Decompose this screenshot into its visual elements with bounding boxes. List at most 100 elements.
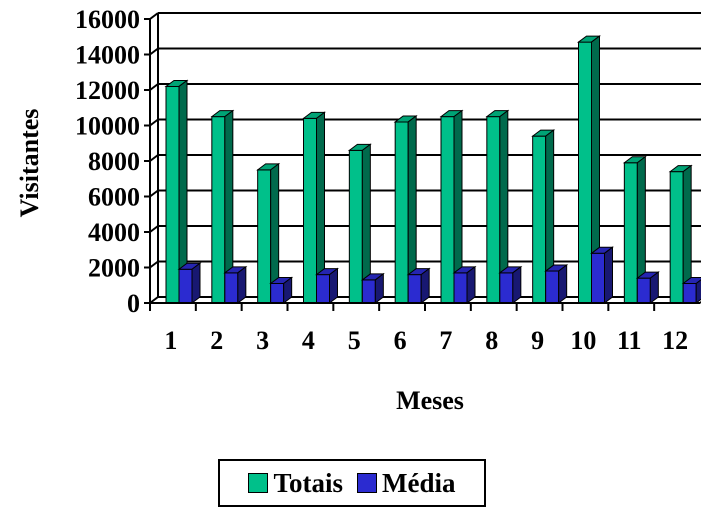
bar-front — [453, 272, 468, 304]
gridline-side — [149, 83, 159, 91]
y-tick-label: 0 — [127, 289, 140, 318]
x-tick-label: 5 — [348, 326, 361, 355]
y-tick-label: 6000 — [88, 183, 140, 212]
x-tick-label: 8 — [485, 326, 498, 355]
bar-side — [191, 262, 201, 304]
gridline-side — [149, 154, 159, 162]
x-tick-label: 4 — [302, 326, 315, 355]
bar-media — [177, 262, 202, 304]
y-tick-label: 2000 — [88, 254, 140, 283]
bar-media — [223, 265, 248, 304]
legend-label-media: Média — [382, 467, 456, 498]
y-tick-labels: 0 2000 4000 6000 8000 10000 12000 14000 16000 — [75, 5, 140, 318]
legend: Totais Média — [218, 459, 486, 507]
bar-front — [532, 135, 547, 304]
bar-front — [316, 274, 330, 304]
bar-front — [545, 270, 560, 304]
bar-side — [649, 271, 659, 304]
y-tick-label: 8000 — [88, 147, 140, 176]
bar-media — [315, 267, 339, 304]
bar-media — [360, 272, 385, 304]
x-tick-label: 11 — [617, 326, 642, 355]
bar-front — [394, 121, 409, 304]
x-tick-label: 3 — [256, 326, 269, 355]
bar-media — [635, 271, 660, 304]
bar-media — [406, 267, 431, 304]
bar-totais — [302, 111, 326, 304]
bar-side — [466, 265, 476, 304]
bar-top — [681, 276, 701, 284]
y-axis-title: Visitantes — [15, 109, 44, 218]
x-tick-label: 1 — [164, 326, 177, 355]
x-axis-title: Meses — [396, 386, 464, 415]
y-tick-label: 10000 — [75, 112, 140, 141]
bar-front — [682, 282, 697, 304]
bar-front — [361, 279, 376, 304]
bar-side — [512, 265, 522, 304]
bar-side — [420, 267, 430, 304]
bar-totais — [256, 162, 281, 304]
bar-front — [303, 117, 317, 304]
bar-front — [348, 149, 363, 304]
bar-front — [407, 274, 422, 304]
bar-side — [329, 267, 338, 304]
y-tick-label: 4000 — [88, 218, 140, 247]
bar-front — [623, 162, 638, 304]
gridline-side — [149, 260, 159, 269]
gridline-side — [149, 47, 159, 56]
bars-group — [164, 35, 701, 304]
bar-front — [178, 268, 193, 304]
y-tick-label: 14000 — [75, 41, 140, 70]
y-tick-label: 12000 — [75, 76, 140, 105]
bar-front — [636, 277, 651, 304]
y-tick-label: 16000 — [75, 5, 140, 34]
bar-front — [499, 272, 514, 304]
legend-item-totais: Totais — [248, 468, 343, 499]
bar-totais — [577, 35, 601, 304]
bar-side — [283, 276, 293, 304]
bar-side — [374, 272, 384, 304]
bar-media — [452, 265, 477, 304]
bar-side — [604, 246, 613, 304]
x-tick-label: 7 — [439, 326, 452, 355]
legend-swatch-totais — [248, 473, 269, 493]
bar-media — [681, 276, 701, 304]
bar-media — [498, 265, 523, 304]
gridline-side — [149, 12, 159, 20]
bar-totais — [622, 155, 647, 304]
x-tick-labels: 1 2 3 4 5 6 7 8 9 10 11 12 — [164, 326, 688, 355]
bar-totais — [531, 129, 556, 304]
x-tick-label: 12 — [662, 326, 688, 355]
bar-side — [237, 265, 247, 304]
x-tick-label: 2 — [210, 326, 223, 355]
bar-front — [165, 85, 180, 304]
bar-front — [257, 169, 272, 304]
bar-front — [270, 282, 285, 304]
grid-lines — [149, 12, 701, 304]
x-tick-label: 9 — [531, 326, 544, 355]
gridline-side — [149, 118, 159, 127]
bar-front — [224, 272, 239, 304]
bar-media — [590, 246, 614, 304]
gridline-side — [149, 189, 159, 198]
bar-front — [440, 116, 455, 304]
bar-front — [669, 171, 684, 304]
bar-media — [269, 276, 294, 304]
bar-totais — [347, 143, 372, 304]
bar-front — [211, 116, 226, 304]
bar-totais — [164, 79, 189, 304]
axes-group — [144, 13, 701, 311]
bar-media — [544, 264, 569, 304]
gridline-side — [149, 225, 159, 233]
bar-side — [695, 279, 701, 304]
x-tick-label: 10 — [570, 326, 596, 355]
x-tick-label: 6 — [394, 326, 407, 355]
legend-item-media: Média — [357, 468, 456, 499]
bar-front — [578, 41, 592, 304]
bar-front — [591, 252, 605, 304]
legend-label-totais: Totais — [273, 467, 344, 498]
legend-swatch-media — [357, 473, 378, 493]
bar-side — [558, 264, 568, 304]
bar-front — [486, 116, 501, 304]
